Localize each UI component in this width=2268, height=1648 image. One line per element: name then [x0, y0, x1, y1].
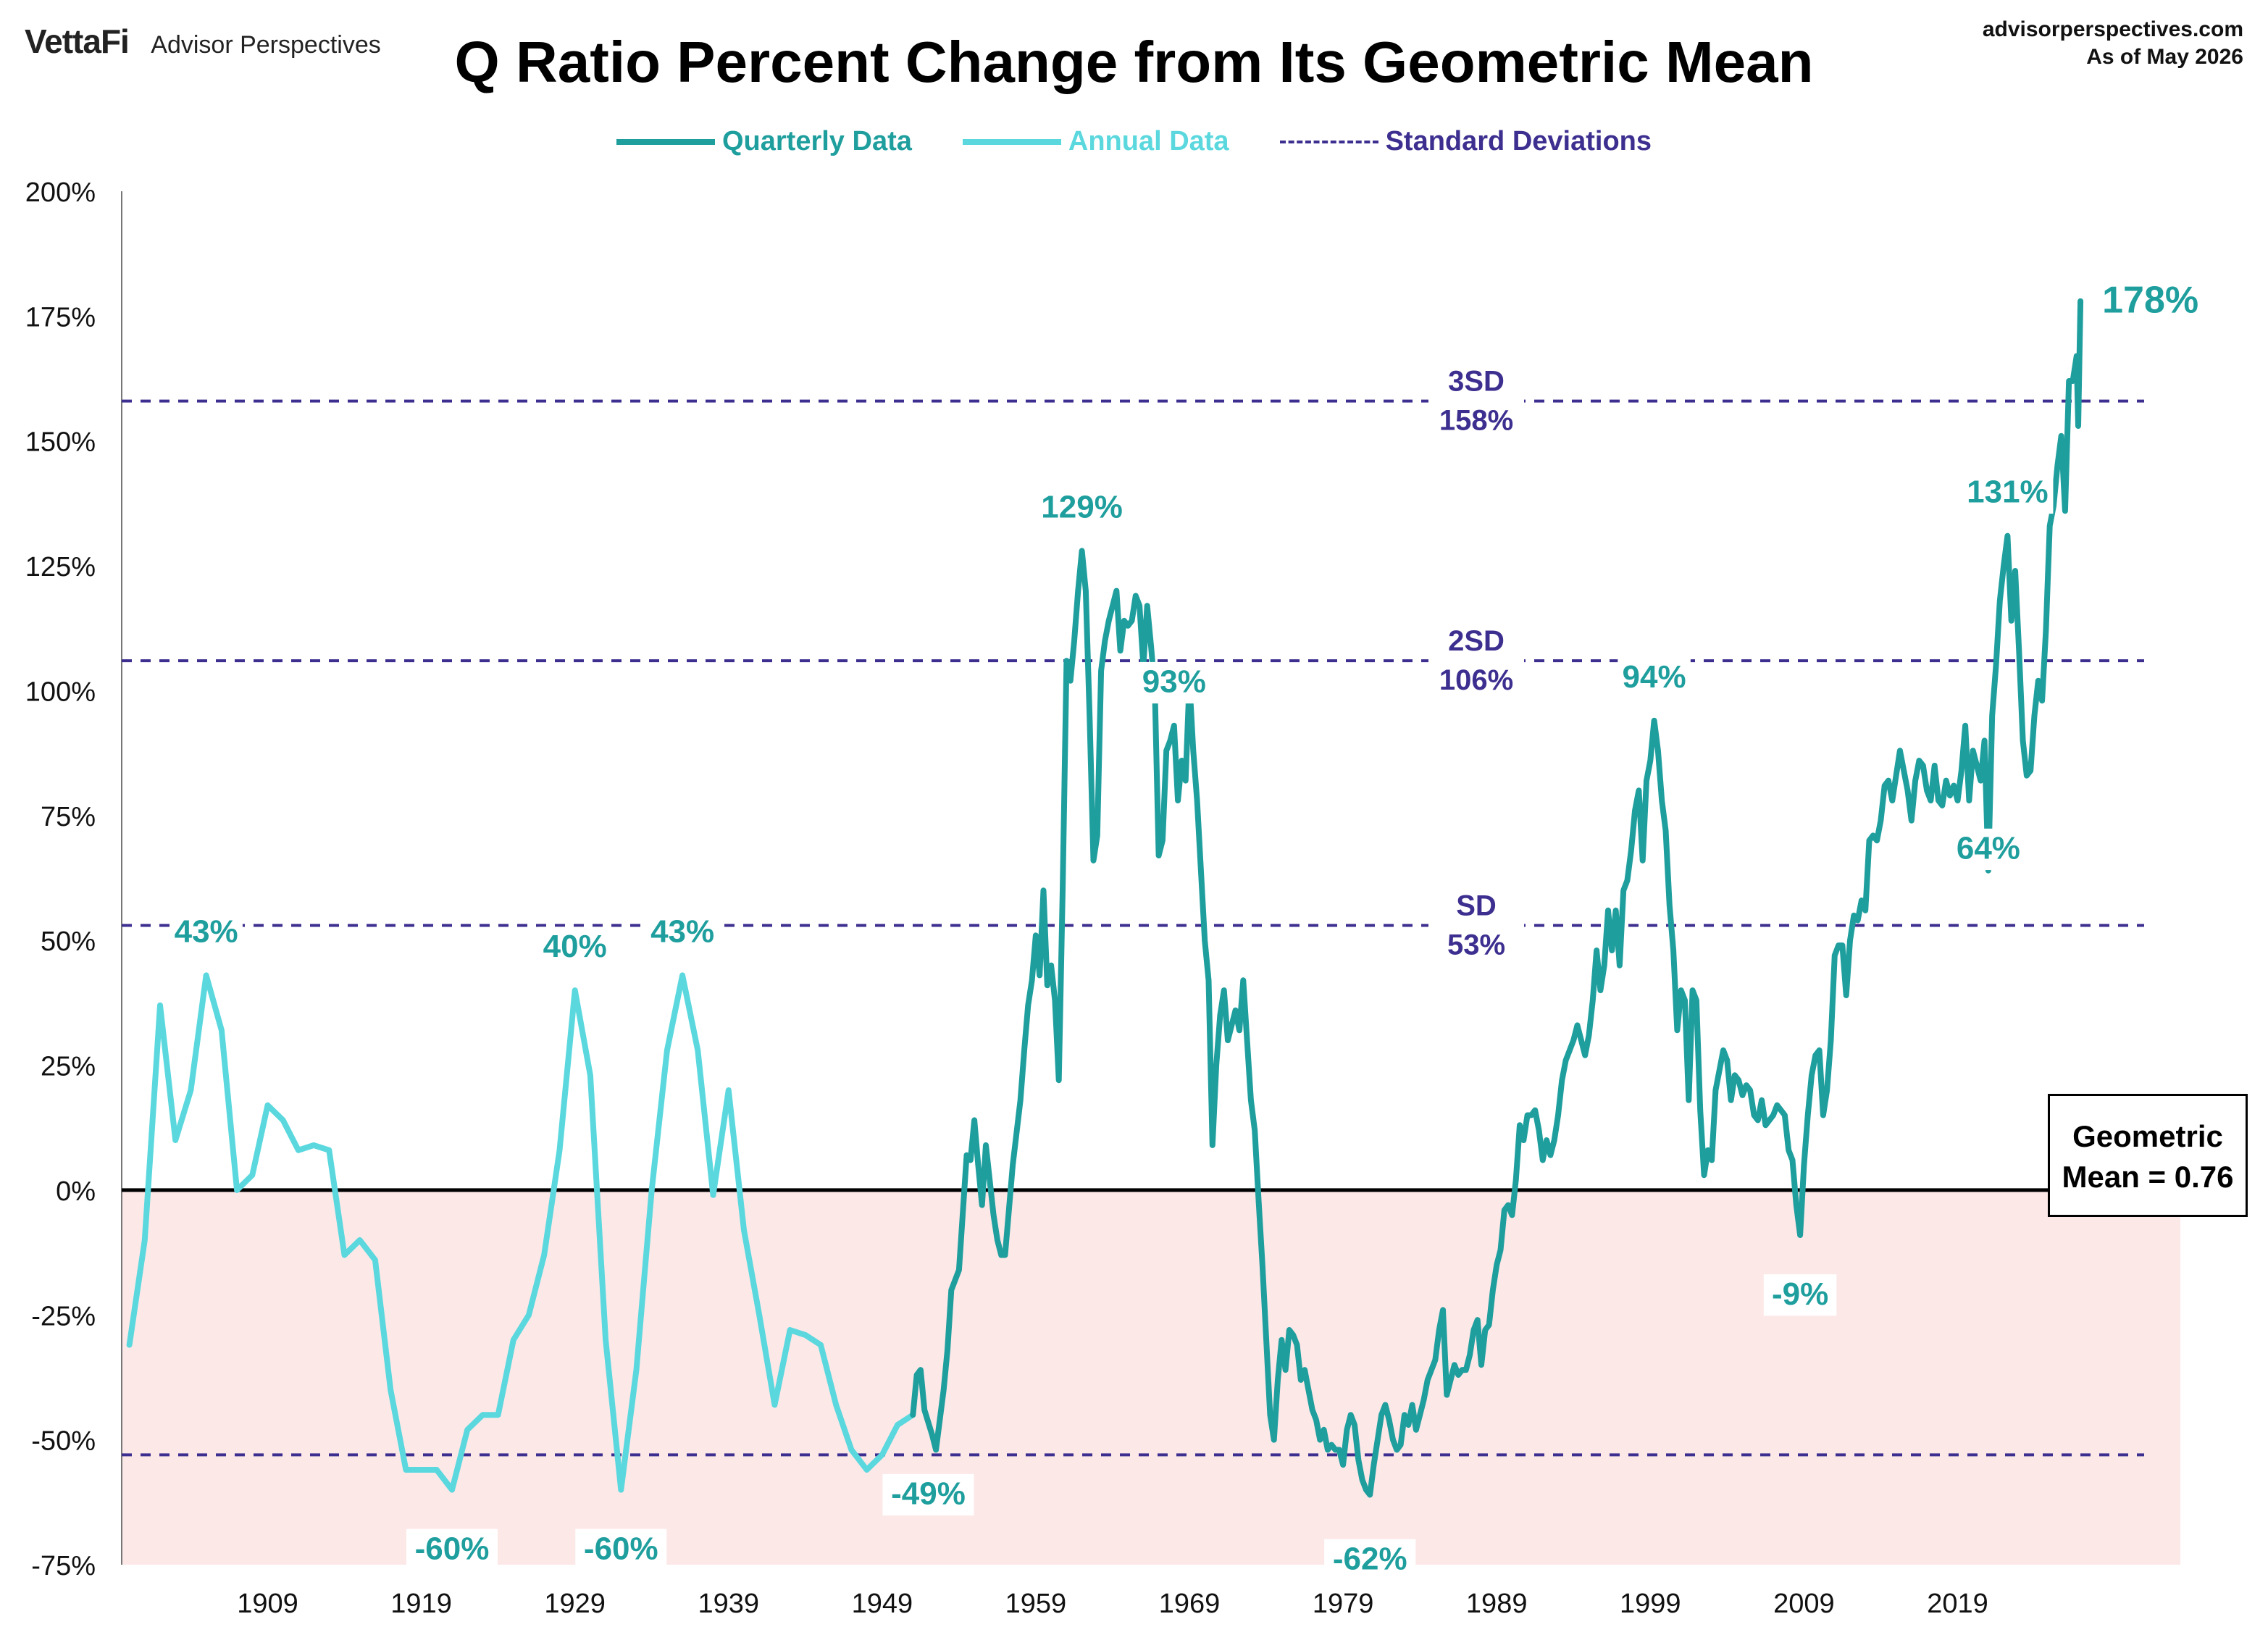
- y-tick-label: 150%: [25, 427, 96, 458]
- source-block: advisorperspectives.com As of May 2026: [1983, 16, 2243, 71]
- std-dev-value-label: 158%: [1439, 405, 1513, 437]
- x-tick-label: 1919: [390, 1589, 452, 1619]
- annual-series-line: [126, 972, 916, 1493]
- data-label: 64%: [1957, 831, 2020, 866]
- data-label: -60%: [584, 1531, 658, 1567]
- data-label: 129%: [1041, 489, 1123, 524]
- data-label: -9%: [1772, 1276, 1828, 1312]
- std-dev-label-bg: [1428, 364, 1524, 440]
- data-label-bg: [1763, 1274, 1837, 1316]
- std-dev-label-bg: [1428, 889, 1524, 965]
- negative-zone: [122, 1189, 2180, 1565]
- as-of-date: As of May 2026: [2086, 45, 2243, 69]
- std-dev-label: 3SD: [1448, 366, 1505, 398]
- data-label-bg: [1618, 657, 1691, 699]
- data-label-bg: [170, 911, 243, 953]
- data-label-bg: [1137, 661, 1211, 704]
- y-tick-label: 25%: [41, 1052, 96, 1082]
- geometric-mean-line2: Mean = 0.76: [2062, 1160, 2234, 1194]
- data-label: 94%: [1623, 659, 1686, 695]
- y-tick-label: 125%: [25, 552, 96, 582]
- site-url[interactable]: advisorperspectives.com: [1982, 17, 2243, 41]
- x-tick-label: 1909: [237, 1589, 298, 1619]
- data-label: 40%: [543, 929, 607, 964]
- data-label-bg: [1036, 487, 1128, 529]
- y-tick-label: 100%: [25, 677, 96, 707]
- x-tick-label: 1989: [1466, 1589, 1528, 1619]
- y-tick-label: -25%: [31, 1301, 96, 1331]
- x-tick-label: 1979: [1313, 1589, 1374, 1619]
- x-tick-label: 1959: [1005, 1589, 1067, 1619]
- legend-swatch-stddev: [1279, 140, 1378, 143]
- data-label-bg: [1962, 472, 2054, 514]
- data-label-bg: [1951, 828, 2025, 871]
- chart-title: Q Ratio Percent Change from Its Geometri…: [454, 30, 1814, 94]
- legend-item-annual: Annual Data: [962, 126, 1229, 157]
- x-tick-label: 1929: [544, 1589, 606, 1619]
- y-tick-label: 75%: [41, 802, 96, 832]
- x-tick-label: 1949: [852, 1589, 913, 1619]
- y-tick-label: -75%: [31, 1551, 96, 1581]
- y-tick-label: 175%: [25, 302, 96, 332]
- data-label: 93%: [1142, 664, 1206, 700]
- quarterly-series-line: [910, 298, 2084, 1498]
- legend-label-stddev: Standard Deviations: [1385, 126, 1652, 156]
- x-tick-label: 2019: [1927, 1589, 1988, 1619]
- legend-label-annual: Annual Data: [1068, 126, 1229, 156]
- brand: VettaFi Advisor Perspectives: [25, 22, 381, 61]
- data-label: 43%: [175, 913, 238, 949]
- data-label-bg: [2095, 277, 2200, 326]
- y-tick-label: 50%: [41, 927, 96, 957]
- data-label: 43%: [650, 913, 714, 949]
- x-tick-label: 1999: [1620, 1589, 1681, 1619]
- legend-swatch-quarterly: [616, 138, 715, 145]
- data-label-bg: [645, 911, 719, 953]
- y-tick-label: -50%: [31, 1426, 96, 1457]
- x-tick-label: 1939: [698, 1589, 759, 1619]
- std-dev-value-label: 106%: [1439, 664, 1513, 696]
- y-tick-label: 200%: [25, 177, 96, 208]
- geometric-mean-box: Geometric Mean = 0.76: [2048, 1094, 2248, 1217]
- data-label: -49%: [891, 1476, 966, 1512]
- x-tick-label: 2009: [1773, 1589, 1835, 1619]
- brand-subtitle: Advisor Perspectives: [151, 31, 381, 59]
- data-label: 131%: [1967, 474, 2049, 510]
- std-dev-value-label: 53%: [1447, 929, 1505, 961]
- data-label-bg: [538, 927, 611, 969]
- legend: Quarterly Data Annual Data Standard Devi…: [0, 126, 2268, 157]
- y-tick-label: 0%: [56, 1176, 96, 1207]
- x-tick-label: 1969: [1159, 1589, 1221, 1619]
- std-dev-label: 2SD: [1448, 625, 1505, 657]
- std-dev-label: SD: [1456, 890, 1497, 921]
- data-label: 178%: [2102, 280, 2198, 322]
- data-label: -60%: [415, 1531, 490, 1567]
- brand-logo: VettaFi: [25, 22, 130, 60]
- legend-label-quarterly: Quarterly Data: [721, 126, 912, 156]
- legend-item-stddev: Standard Deviations: [1279, 126, 1652, 157]
- legend-item-quarterly: Quarterly Data: [616, 126, 912, 157]
- data-label-bg: [882, 1473, 974, 1516]
- data-label-bg: [1324, 1539, 1416, 1581]
- data-label-bg: [406, 1528, 498, 1570]
- geometric-mean-line1: Geometric: [2072, 1119, 2223, 1153]
- legend-swatch-annual: [962, 138, 1061, 145]
- std-dev-label-bg: [1428, 624, 1524, 700]
- data-label-bg: [575, 1528, 667, 1570]
- data-label: -62%: [1333, 1541, 1407, 1576]
